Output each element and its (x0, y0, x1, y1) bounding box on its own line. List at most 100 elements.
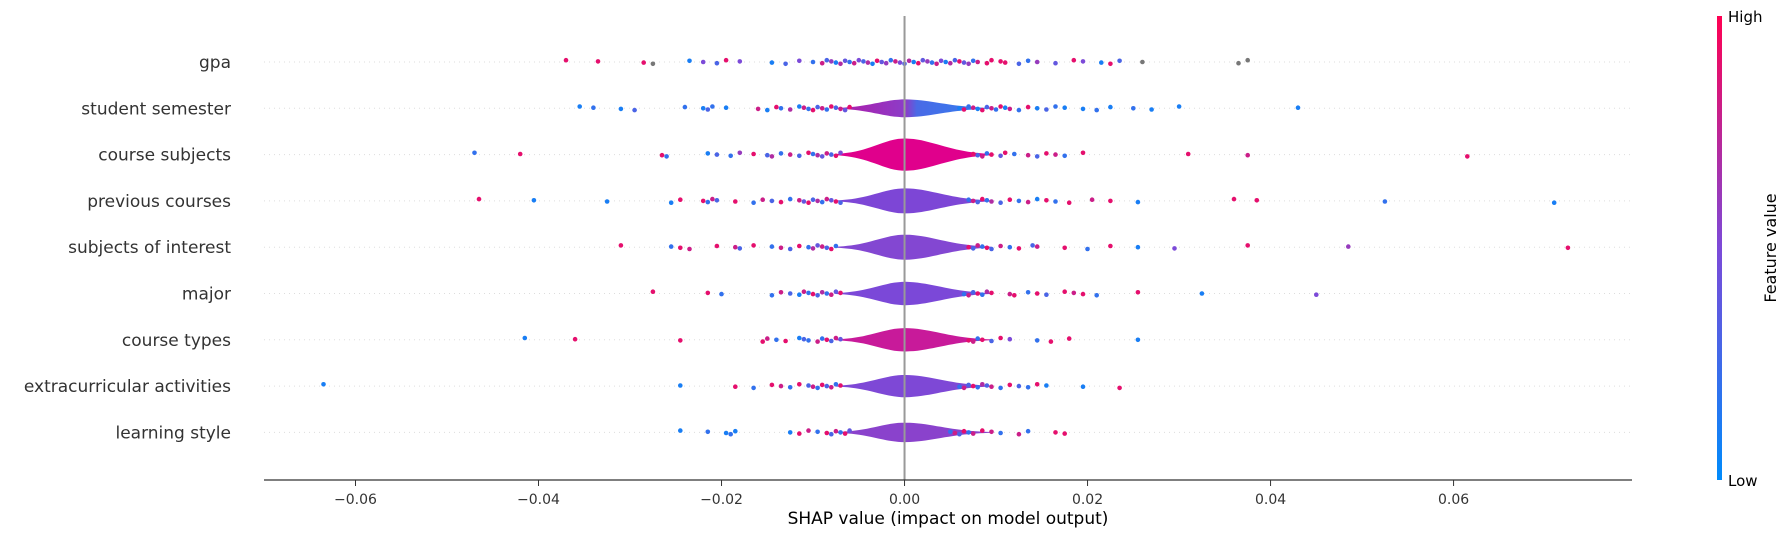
data-point-subjects-of-interest (815, 243, 820, 248)
data-point-previous-courses (531, 198, 537, 203)
data-point-learning-style (847, 428, 852, 433)
colorbar-title: Feature value (1761, 193, 1780, 302)
data-point-student-semester (577, 104, 582, 109)
data-point-gpa (650, 61, 656, 67)
data-point-student-semester (1002, 105, 1008, 110)
data-point-extracurricular-activities (829, 385, 834, 390)
data-point-extracurricular-activities (824, 383, 830, 389)
data-point-subjects-of-interest (1034, 244, 1040, 249)
data-point-subjects-of-interest (751, 243, 756, 248)
data-point-gpa (1002, 60, 1008, 65)
data-point-course-subjects (1002, 150, 1008, 156)
data-point-major (1012, 293, 1017, 298)
data-point-subjects-of-interest (824, 245, 830, 251)
data-point-student-semester (1094, 107, 1099, 113)
data-point-major (1080, 291, 1086, 297)
data-point-previous-courses (819, 199, 825, 205)
data-point-learning-style (989, 429, 994, 435)
data-point-gpa (966, 61, 971, 67)
data-point-major (1025, 290, 1031, 295)
data-point-major (806, 290, 811, 296)
data-point-major (1314, 292, 1319, 298)
data-point-course-subjects (1245, 152, 1250, 158)
data-point-previous-courses (797, 198, 802, 203)
data-point-student-semester (961, 107, 967, 112)
data-point-student-semester (801, 105, 807, 110)
data-point-major (1094, 293, 1099, 298)
data-point-gpa (1080, 59, 1086, 64)
data-point-learning-style (829, 431, 834, 437)
data-point-student-semester (1149, 107, 1154, 112)
feature-label-learning-style: learning style (115, 423, 231, 443)
data-point-course-subjects (1185, 151, 1191, 157)
data-point-learning-style (1016, 431, 1022, 437)
data-point-gpa (714, 60, 720, 66)
data-point-major (1062, 289, 1067, 295)
data-point-student-semester (829, 104, 834, 109)
data-point-subjects-of-interest (769, 244, 775, 249)
data-point-course-subjects (728, 153, 733, 159)
data-point-gpa (1034, 59, 1040, 65)
data-point-major (705, 290, 711, 296)
data-point-course-types (522, 335, 528, 341)
data-point-gpa (861, 59, 866, 64)
data-point-major (719, 291, 724, 297)
data-point-previous-courses (989, 199, 994, 204)
data-point-previous-courses (998, 200, 1003, 205)
data-point-major (1199, 291, 1205, 296)
data-point-gpa (769, 60, 775, 65)
data-point-course-subjects (824, 151, 830, 156)
violin-subjects-of-interest (835, 234, 992, 260)
x-tick-label: 0.06 (1438, 492, 1469, 508)
data-point-gpa (970, 58, 976, 64)
data-point-gpa (943, 59, 948, 65)
data-point-previous-courses (751, 200, 756, 205)
data-point-student-semester (975, 106, 980, 112)
data-point-student-semester (1131, 106, 1136, 111)
data-point-student-semester (705, 107, 711, 112)
data-point-course-subjects (984, 151, 990, 156)
data-point-learning-style (980, 428, 985, 433)
data-point-subjects-of-interest (733, 244, 738, 250)
data-point-subjects-of-interest (1135, 244, 1141, 250)
data-point-course-subjects (829, 152, 834, 157)
data-point-student-semester (998, 104, 1003, 109)
data-point-gpa (842, 58, 848, 64)
data-point-student-semester (810, 107, 816, 113)
feature-label-student-semester: student semester (81, 99, 231, 119)
data-point-course-subjects (815, 152, 820, 158)
data-point-course-types (774, 337, 779, 343)
data-point-major (838, 290, 843, 296)
data-point-major (801, 289, 807, 295)
data-point-gpa (938, 58, 944, 64)
data-point-gpa (961, 60, 967, 65)
data-point-student-semester (966, 104, 971, 109)
data-point-subjects-of-interest (975, 243, 980, 248)
data-point-major (1044, 292, 1049, 298)
data-point-extracurricular-activities (970, 383, 976, 389)
data-point-learning-style (1062, 431, 1067, 436)
data-point-gpa (957, 59, 962, 64)
data-point-course-types (1007, 336, 1013, 342)
data-point-learning-style (970, 431, 976, 436)
data-point-previous-courses (1007, 197, 1013, 202)
data-point-previous-courses (975, 199, 980, 205)
data-point-learning-style (842, 431, 848, 436)
data-point-subjects-of-interest (998, 243, 1003, 249)
data-point-student-semester (819, 106, 825, 111)
data-point-gpa (925, 59, 930, 64)
data-point-course-subjects (819, 154, 825, 159)
data-point-extracurricular-activities (975, 385, 980, 390)
data-point-previous-courses (801, 199, 807, 204)
data-point-student-semester (815, 104, 820, 110)
data-point-major (833, 289, 839, 295)
data-point-course-types (815, 339, 820, 344)
data-point-previous-courses (1034, 196, 1040, 202)
data-point-student-semester (774, 104, 779, 110)
data-point-major (815, 293, 820, 298)
data-point-major (778, 290, 784, 295)
data-point-extracurricular-activities (1007, 382, 1013, 388)
colorbar-gradient (1717, 16, 1722, 480)
data-point-course-types (1066, 336, 1072, 341)
data-point-subjects-of-interest (737, 246, 743, 251)
